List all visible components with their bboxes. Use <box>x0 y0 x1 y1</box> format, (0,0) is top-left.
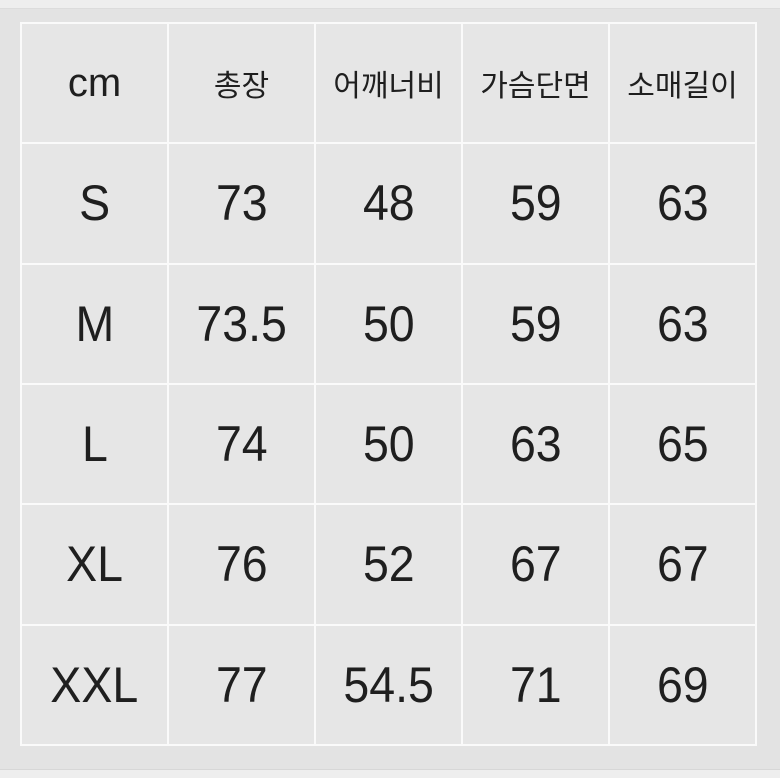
size-cell-xxl: XXL <box>22 625 167 744</box>
value-cell: 63 <box>463 385 608 504</box>
value-cell: 63 <box>610 144 755 263</box>
value-text: 71 <box>509 656 562 713</box>
size-cell-m: M <box>22 264 167 383</box>
value-cell: 77 <box>169 625 314 744</box>
size-cell-s: S <box>22 144 167 263</box>
value-cell: 65 <box>610 385 755 504</box>
page-top-edge <box>0 0 780 9</box>
size-label: XXL <box>50 656 139 713</box>
value-cell: 48 <box>316 144 461 263</box>
value-cell: 63 <box>610 264 755 383</box>
value-text: 54.5 <box>343 656 434 713</box>
value-cell: 76 <box>169 505 314 624</box>
value-text: 63 <box>509 416 562 473</box>
value-text: 50 <box>362 295 415 352</box>
value-cell: 50 <box>316 385 461 504</box>
header-cell-shoulder-width: 어깨너비 <box>316 24 461 143</box>
value-cell: 73.5 <box>169 264 314 383</box>
value-cell: 73 <box>169 144 314 263</box>
value-text: 65 <box>656 416 709 473</box>
value-cell: 59 <box>463 144 608 263</box>
size-cell-l: L <box>22 385 167 504</box>
size-label: XL <box>66 536 123 593</box>
value-text: 76 <box>215 536 268 593</box>
value-text: 52 <box>362 536 415 593</box>
header-cell-cm: cm <box>22 24 167 143</box>
value-text: 59 <box>509 175 562 232</box>
header-cell-chest-width: 가슴단면 <box>463 24 608 143</box>
value-text: 74 <box>215 416 268 473</box>
value-text: 50 <box>362 416 415 473</box>
value-text: 48 <box>362 175 415 232</box>
value-text: 63 <box>656 175 709 232</box>
value-text: 67 <box>656 536 709 593</box>
value-cell: 52 <box>316 505 461 624</box>
value-cell: 69 <box>610 625 755 744</box>
size-cell-xl: XL <box>22 505 167 624</box>
page-bottom-edge <box>0 769 780 778</box>
value-cell: 50 <box>316 264 461 383</box>
value-cell: 59 <box>463 264 608 383</box>
size-label: L <box>81 416 108 473</box>
value-cell: 67 <box>463 505 608 624</box>
value-text: 67 <box>509 536 562 593</box>
size-chart-grid: cm 총장 어깨너비 가슴단면 소매길이 S 73 48 59 63 M 73.… <box>22 24 755 744</box>
header-cell-sleeve-length: 소매길이 <box>610 24 755 143</box>
value-text: 73.5 <box>196 295 287 352</box>
value-text: 59 <box>509 295 562 352</box>
value-cell: 67 <box>610 505 755 624</box>
value-text: 63 <box>656 295 709 352</box>
size-label: S <box>78 175 111 232</box>
value-text: 77 <box>215 656 268 713</box>
size-label: M <box>75 295 114 352</box>
value-cell: 74 <box>169 385 314 504</box>
value-cell: 54.5 <box>316 625 461 744</box>
header-cell-total-length: 총장 <box>169 24 314 143</box>
value-cell: 71 <box>463 625 608 744</box>
size-chart-table: cm 총장 어깨너비 가슴단면 소매길이 S 73 48 59 63 M 73.… <box>20 22 757 746</box>
value-text: 73 <box>215 175 268 232</box>
value-text: 69 <box>656 656 709 713</box>
